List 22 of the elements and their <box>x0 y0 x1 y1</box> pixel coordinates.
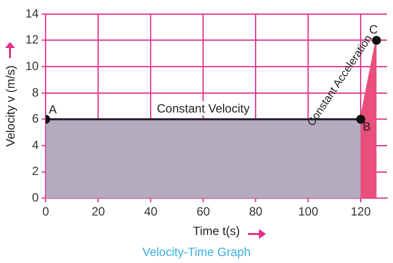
x-tick-label: 60 <box>196 204 210 219</box>
y-tick-label: 8 <box>32 85 40 100</box>
annotation: Constant Velocity <box>156 102 250 116</box>
x-tick-label: 20 <box>92 204 106 219</box>
annotation: B <box>362 120 371 134</box>
y-tick-label: 12 <box>25 32 40 47</box>
x-tick-label: 0 <box>42 204 50 219</box>
x-tick-label: 40 <box>144 204 158 219</box>
y-tick-label: 0 <box>32 190 40 205</box>
x-tick-label: 120 <box>350 204 372 219</box>
y-tick-label: 6 <box>32 112 40 126</box>
annotation: C <box>369 22 378 37</box>
x-tick-label: 80 <box>249 204 263 219</box>
x-axis-title: Time t(s) <box>192 224 240 238</box>
y-tick-label: 14 <box>25 6 40 20</box>
y-tick-label: 10 <box>25 58 40 73</box>
y-tick-label: 2 <box>32 164 40 178</box>
x-tick-label: 100 <box>298 204 319 219</box>
text: Velocity-Time Graph <box>141 245 252 259</box>
y-axis-title: Velocity v (m/s) <box>4 65 18 147</box>
annotation: A <box>48 102 57 117</box>
y-tick-label: 4 <box>32 138 40 152</box>
